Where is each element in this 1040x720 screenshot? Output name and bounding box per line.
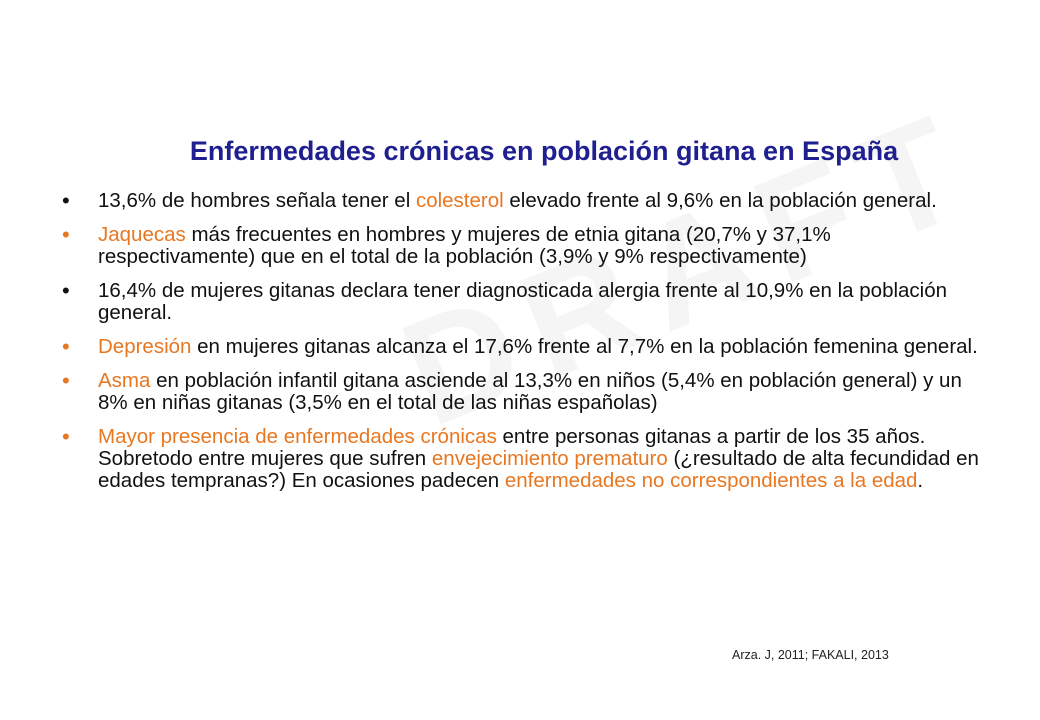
bullet-marker: • [62,188,70,213]
bullet-text: 13,6% de hombres señala tener el [98,189,416,212]
highlighted-text: Jaquecas [98,223,186,246]
highlighted-text: Asma [98,369,151,392]
bullet-item: • Depresión en mujeres gitanas alcanza el… [62,336,992,358]
source-citation: Arza. J, 2011; FAKALI, 2013 [732,648,889,662]
bullet-text: (¿resultado de alta fecundidad en edades… [98,447,979,492]
bullet-list: • 13,6% de hombres señala tener el colest… [62,190,992,504]
bullet-text: . [917,469,924,492]
highlighted-text: envejecimiento prematuro [431,447,668,470]
bullet-item: • Asma en población infantil gitana ascie… [62,370,992,414]
bullet-marker: • [62,424,70,449]
bullet-item: • Jaquecas más frecuentes en hombres y mu… [62,224,992,268]
bullet-text: más frecuentes en hombres y mujeres de e… [98,223,831,268]
bullet-text: en mujeres gitanas alcanza el 17,6% fren… [191,335,978,358]
highlighted-text: Mayor presencia de enfermedades crónicas [98,425,497,448]
bullet-marker: • [62,222,70,247]
bullet-text: 16,4% de mujeres gitanas declara tener d… [98,279,948,324]
bullet-marker: • [62,368,70,393]
bullet-marker: • [62,278,70,303]
bullet-item: • Mayor presencia de enfermedades crónica… [62,426,992,492]
bullet-text: entre personas gitanas a partir de los 3… [98,425,926,470]
bullet-marker: • [62,334,70,359]
bullet-text: en población infantil gitana asciende al… [98,369,962,414]
bullet-item: • 13,6% de hombres señala tener el colest… [62,190,992,212]
highlighted-text: Depresión [98,335,192,358]
slide-title: Enfermedades crónicas en población gitan… [189,136,899,166]
highlighted-text: colesterol [415,189,504,212]
bullet-text: elevado frente al 9,6% en la población g… [503,189,937,212]
bullet-item: • 16,4% de mujeres gitanas declara tener … [62,280,992,324]
highlighted-text: enfermedades no correspondientes a la ed… [504,469,918,492]
